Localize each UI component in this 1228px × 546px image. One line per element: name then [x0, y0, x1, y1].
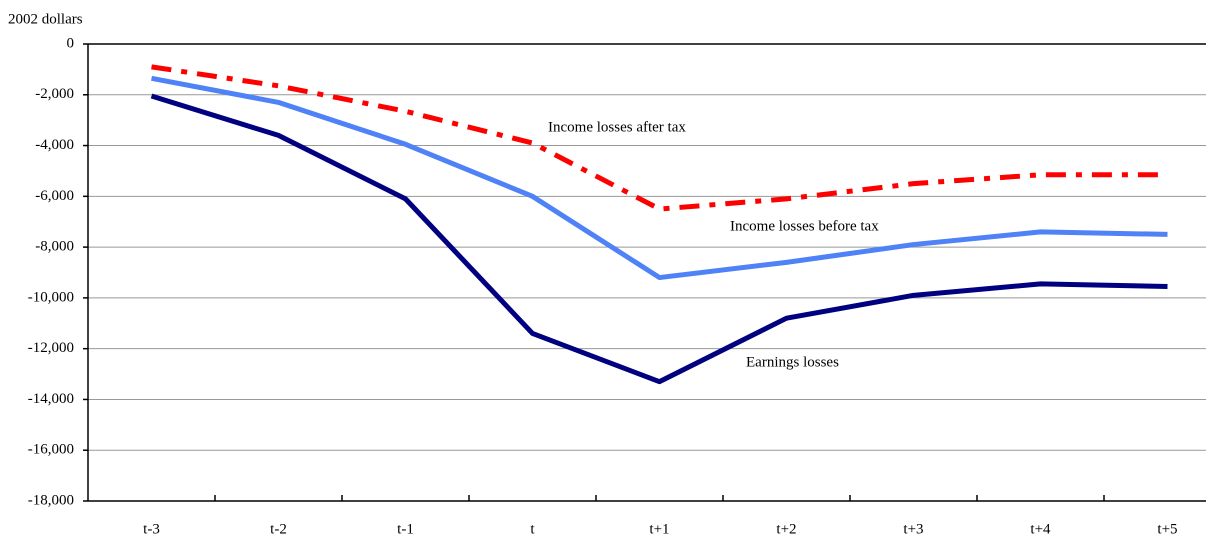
- line-series: [151, 75, 1168, 281]
- x-tick-label: t+1: [649, 521, 669, 537]
- y-tick-label: -12,000: [28, 340, 74, 356]
- x-tick-label: t-3: [143, 521, 160, 537]
- y-tick-label: -2,000: [35, 86, 74, 102]
- y-tick-label: -6,000: [35, 188, 74, 204]
- x-tick-label: t-2: [270, 521, 287, 537]
- line-series: [150, 93, 1168, 385]
- line-series: [151, 64, 1168, 212]
- x-tick-label: t+2: [776, 521, 796, 537]
- y-axis-label: 2002 dollars: [8, 11, 83, 27]
- x-tick-label: t+4: [1030, 521, 1051, 537]
- y-tick-label: -10,000: [28, 289, 74, 305]
- y-tick-label: -8,000: [35, 239, 74, 255]
- y-tick-label: -4,000: [35, 137, 74, 153]
- x-tick-label: t: [530, 521, 535, 537]
- x-tick-label: t-1: [397, 521, 414, 537]
- series-label: Income losses before tax: [730, 218, 879, 234]
- series-label: Income losses after tax: [548, 119, 686, 135]
- x-tick-label: t+3: [903, 521, 923, 537]
- y-tick-label: 0: [67, 35, 75, 51]
- y-tick-label: -14,000: [28, 391, 74, 407]
- y-tick-label: -18,000: [28, 492, 74, 508]
- x-tick-label: t+5: [1157, 521, 1177, 537]
- series-label: Earnings losses: [746, 354, 839, 370]
- y-tick-label: -16,000: [28, 442, 74, 458]
